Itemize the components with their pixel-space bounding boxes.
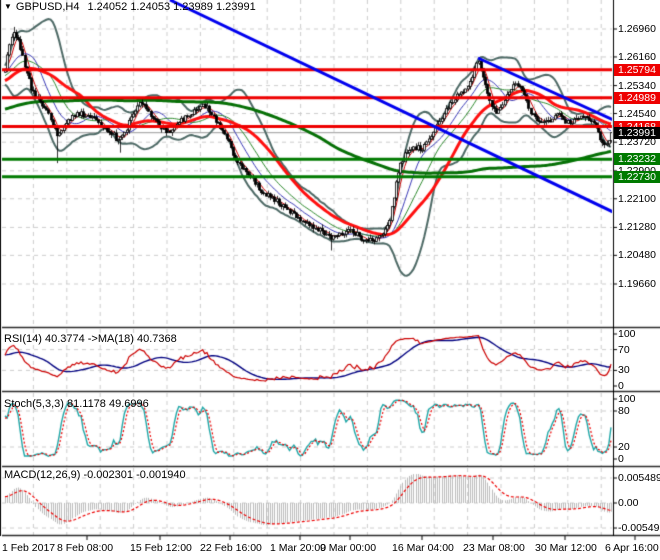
stoch-scale-label: 20 (618, 441, 630, 453)
price-scale-label: 1.26160 (618, 50, 656, 63)
symbol-label: GBPUSD,H4 (15, 1, 80, 13)
rsi-scale-label: 100 (618, 328, 636, 340)
macd-indicator-label: MACD(12,26,9) -0.002301 -0.001940 (4, 469, 186, 481)
price-level-badge: 1.25794 (614, 63, 660, 76)
time-axis-label: 6 Apr 16:00 (605, 542, 659, 554)
price-scale-label: 1.25340 (618, 79, 656, 92)
time-axis-label: 8 Feb 08:00 (57, 542, 114, 554)
stoch-scale-label: 100 (618, 393, 636, 405)
rsi-scale-label: 0 (618, 380, 624, 392)
price-scale-label: 1.19660 (618, 278, 656, 290)
time-axis-label: 23 Mar 08:00 (463, 542, 525, 554)
price-level-badge: 1.22730 (614, 170, 660, 183)
price-level-badge: 1.24989 (614, 91, 660, 104)
chart-title: ▼ GBPUSD,H4 1.24052 1.24053 1.23989 1.2399… (4, 1, 256, 13)
rsi-scale-label: 70 (618, 343, 630, 356)
price-scale-label: 1.24540 (618, 107, 656, 120)
stoch-scale-label: 80 (618, 405, 630, 417)
ohlc-values: 1.24052 1.24053 1.23989 1.23991 (87, 1, 256, 13)
time-axis-label: 1 Feb 2017 (2, 542, 56, 554)
stoch-scale-label: 0 (618, 453, 624, 465)
macd-scale-label: -0.005495 (618, 522, 660, 535)
time-axis-label: 15 Feb 12:00 (130, 542, 192, 554)
price-scale-label: 1.23720 (618, 136, 656, 149)
price-level-badge: 1.23232 (614, 153, 660, 166)
price-scale-label: 1.26960 (618, 23, 656, 35)
time-axis-label: 30 Mar 12:00 (535, 542, 597, 554)
time-axis-label: 22 Feb 16:00 (200, 542, 262, 554)
time-axis-label: 16 Mar 04:00 (392, 542, 454, 554)
symbol-dropdown-icon[interactable]: ▼ (4, 2, 12, 11)
time-axis-label: 1 Mar 20:00 (270, 542, 327, 554)
macd-scale-label: 0.005489 (618, 472, 660, 484)
macd-scale-label: 0.00 (618, 497, 639, 509)
current-price-badge: 1.23991 (614, 126, 660, 139)
rsi-indicator-label: RSI(14) 40.3774 ->MA(18) 40.7368 (4, 333, 177, 345)
price-scale-label: 1.22100 (618, 192, 656, 205)
stoch-indicator-label: Stoch(5,3,3) 81.1178 49.6996 (4, 398, 149, 410)
time-axis-label: 9 Mar 00:00 (320, 542, 377, 554)
rsi-scale-label: 30 (618, 364, 630, 377)
price-scale-label: 1.21280 (618, 221, 656, 234)
price-scale-label: 1.20480 (618, 249, 656, 262)
